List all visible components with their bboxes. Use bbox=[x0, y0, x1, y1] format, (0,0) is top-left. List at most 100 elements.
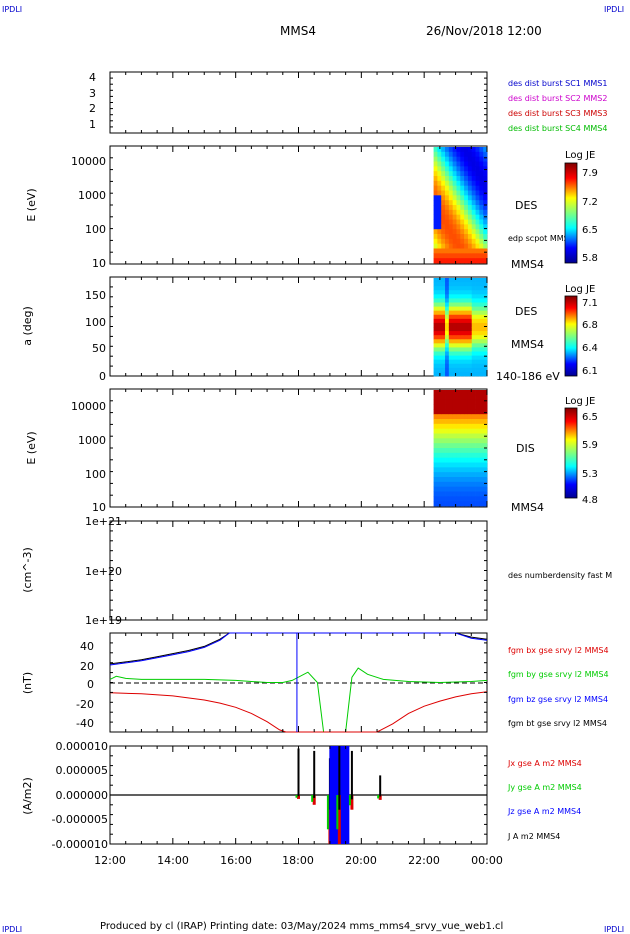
spectrogram-cell bbox=[464, 327, 469, 332]
spectrogram-cell bbox=[479, 151, 484, 158]
spectrogram-cell bbox=[437, 151, 442, 158]
spectrogram-cell bbox=[464, 452, 469, 459]
spectrogram-cell bbox=[471, 151, 476, 158]
spectrogram-cell bbox=[475, 355, 480, 361]
spectrogram-cell bbox=[456, 314, 461, 320]
spectrogram-cell bbox=[464, 290, 469, 295]
spectrogram-cell bbox=[448, 481, 454, 488]
spectrogram-cell bbox=[479, 286, 484, 291]
spectrogram-cell bbox=[452, 394, 457, 401]
spectrogram-cell bbox=[483, 472, 488, 478]
spectrogram-cell bbox=[441, 286, 446, 291]
spectrogram-cell bbox=[452, 258, 457, 264]
spectrogram-cell bbox=[441, 443, 446, 449]
spectrogram-cell bbox=[471, 452, 476, 459]
spectrogram-cell bbox=[479, 477, 484, 483]
spectrogram-cell bbox=[471, 258, 476, 264]
spectrogram-cell bbox=[433, 394, 438, 401]
spectrogram-cell bbox=[460, 306, 465, 312]
spectrogram-cell bbox=[437, 278, 442, 283]
spectrogram-cell bbox=[441, 491, 446, 497]
spectrogram-cell bbox=[467, 171, 473, 177]
spectrogram-cell bbox=[437, 161, 442, 167]
spectrogram-cell bbox=[448, 322, 454, 328]
spectrogram-cell bbox=[452, 248, 457, 254]
spectrogram-cell bbox=[433, 343, 438, 348]
spectrogram-cell bbox=[479, 339, 484, 344]
xtick-label: 00:00 bbox=[471, 854, 503, 867]
spectrogram-cell bbox=[445, 501, 450, 507]
spectrogram-cell bbox=[456, 238, 461, 245]
spectrogram-cell bbox=[448, 331, 454, 336]
spectrogram-cell bbox=[471, 290, 476, 295]
spectrogram-cell bbox=[456, 491, 461, 497]
spectrogram-cell bbox=[467, 166, 473, 172]
spectrogram-cell bbox=[464, 423, 469, 430]
spectrogram-cell bbox=[483, 161, 488, 167]
spectrogram-cell bbox=[433, 339, 438, 344]
spectrogram-cell bbox=[445, 496, 450, 502]
spectrogram-cell bbox=[441, 278, 446, 283]
spectrogram-cell bbox=[437, 310, 442, 316]
spectrogram-cell bbox=[471, 195, 476, 201]
spectrogram-cell bbox=[452, 156, 457, 162]
spectrogram-cell bbox=[445, 433, 450, 439]
spectrogram-cell bbox=[441, 156, 446, 162]
spectrogram-cell bbox=[483, 327, 488, 332]
spectrogram-cell bbox=[467, 359, 473, 365]
spectrogram-cell bbox=[483, 414, 488, 420]
spectrogram-cell bbox=[475, 171, 480, 177]
spectrogram-cell bbox=[433, 438, 438, 444]
spectrogram-cell bbox=[467, 355, 473, 361]
spectrogram-cell bbox=[479, 448, 484, 454]
spectrogram-cell bbox=[448, 290, 454, 295]
spectrogram-cell bbox=[479, 443, 484, 449]
spectrogram-cell bbox=[467, 302, 473, 307]
spectrogram-cell bbox=[460, 176, 465, 182]
corner-label-bottom-right: IPDLI bbox=[604, 925, 624, 934]
spectrogram-cell bbox=[441, 258, 446, 264]
spectrogram-cell bbox=[483, 282, 488, 287]
spectrogram-cell bbox=[441, 298, 446, 303]
spectrogram-cell bbox=[437, 367, 442, 373]
spectrogram-cell bbox=[460, 419, 465, 425]
spectrogram-cell bbox=[483, 290, 488, 295]
spectrogram-cell bbox=[433, 351, 438, 356]
spectrogram-cell bbox=[456, 219, 461, 225]
spectrogram-cell bbox=[456, 200, 461, 206]
spectrogram-cell bbox=[445, 166, 450, 172]
spectrogram-cell bbox=[475, 229, 480, 235]
spectrogram-cell bbox=[475, 399, 480, 405]
spectrogram-cell bbox=[433, 151, 438, 158]
spectrogram-cell bbox=[475, 331, 480, 336]
current-ytick: 0.000000 bbox=[56, 789, 109, 802]
colorbar-dis-energy-tick: 4.8 bbox=[582, 495, 598, 506]
spectrogram-cell bbox=[441, 314, 446, 320]
spectrogram-cell bbox=[448, 224, 454, 230]
spectrogram-cell bbox=[448, 156, 454, 162]
spectrogram-cell bbox=[460, 339, 465, 344]
spectrogram-cell bbox=[456, 404, 461, 410]
spectrogram-cell bbox=[456, 355, 461, 361]
density-ylabel: (cm^-3) bbox=[21, 547, 34, 593]
spectrogram-cell bbox=[448, 205, 454, 211]
spectrogram-cell bbox=[441, 414, 446, 420]
spectrogram-cell bbox=[460, 322, 465, 328]
spectrogram-cell bbox=[433, 486, 438, 492]
spectrogram-cell bbox=[475, 195, 480, 201]
spectrogram-cell bbox=[483, 180, 488, 187]
spectrogram-cell bbox=[456, 331, 461, 336]
spectrogram-cell bbox=[445, 214, 450, 220]
spectrogram-cell bbox=[452, 219, 457, 225]
spectrogram-cell bbox=[456, 457, 461, 463]
spectrogram-cell bbox=[456, 214, 461, 220]
spectrogram-cell bbox=[452, 176, 457, 182]
spectrogram-cell bbox=[475, 472, 480, 478]
spectrogram-cell bbox=[445, 253, 450, 259]
spectrogram-cell bbox=[464, 253, 469, 259]
spectrogram-cell bbox=[460, 234, 465, 240]
spectrogram-cell bbox=[471, 457, 476, 463]
spectrogram-cell bbox=[452, 371, 457, 377]
spectrogram-cell bbox=[483, 156, 488, 162]
spectrogram-cell bbox=[433, 322, 438, 328]
